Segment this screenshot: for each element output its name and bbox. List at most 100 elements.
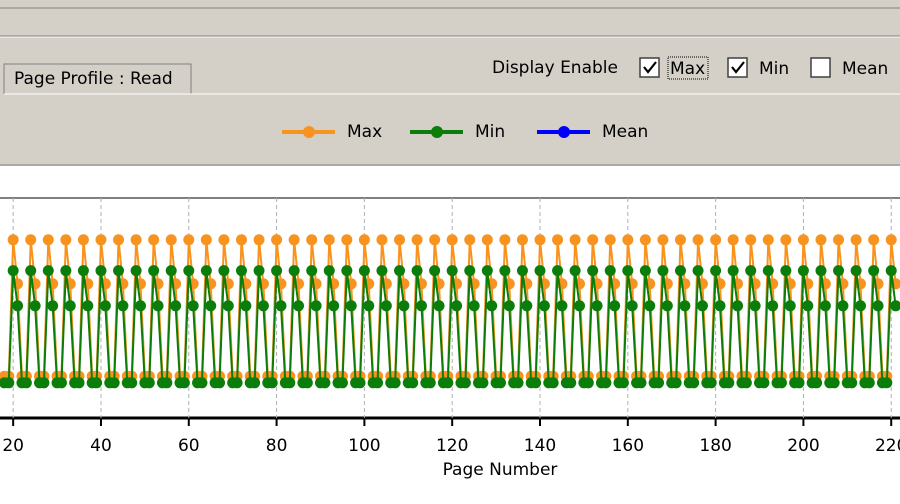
data-point	[868, 234, 880, 246]
data-point	[7, 234, 19, 246]
data-point	[323, 234, 335, 246]
data-point	[310, 300, 322, 312]
data-point	[657, 265, 669, 277]
data-point	[113, 234, 125, 246]
data-point	[464, 265, 476, 277]
data-point	[394, 234, 406, 246]
data-point	[398, 300, 410, 312]
data-point	[161, 377, 173, 389]
tab[interactable]	[3, 63, 192, 94]
data-point	[512, 377, 524, 389]
checkmark	[643, 61, 657, 74]
data-point	[218, 234, 230, 246]
data-point	[868, 265, 880, 277]
data-point	[758, 377, 770, 389]
data-point	[547, 377, 559, 389]
data-point	[710, 265, 722, 277]
data-point	[358, 234, 370, 246]
data-point	[323, 265, 335, 277]
data-point	[587, 265, 599, 277]
data-point	[481, 234, 493, 246]
data-point	[218, 265, 230, 277]
data-point	[91, 377, 103, 389]
series-line	[4, 270, 897, 384]
data-point	[165, 234, 177, 246]
data-point	[148, 265, 160, 277]
checkbox-label[interactable]: Max	[670, 59, 705, 79]
data-point	[692, 234, 704, 246]
data-point	[499, 265, 511, 277]
data-point	[407, 377, 419, 389]
data-point	[354, 377, 366, 389]
data-point	[530, 377, 542, 389]
data-point	[745, 234, 757, 246]
data-point	[60, 234, 72, 246]
data-point	[429, 234, 441, 246]
data-point	[705, 377, 717, 389]
data-point	[380, 300, 392, 312]
data-point	[363, 300, 375, 312]
data-point	[653, 377, 665, 389]
data-point	[306, 265, 318, 277]
data-point	[745, 265, 757, 277]
data-point	[284, 377, 296, 389]
data-point	[126, 377, 138, 389]
data-point	[358, 265, 370, 277]
data-point	[293, 300, 305, 312]
data-point	[130, 234, 142, 246]
data-point	[433, 300, 445, 312]
legend-marker	[431, 126, 443, 138]
checkbox[interactable]	[639, 57, 660, 78]
data-point	[222, 300, 234, 312]
data-point	[679, 300, 691, 312]
data-point	[148, 234, 160, 246]
data-point	[328, 300, 340, 312]
x-tick-label: 180	[699, 436, 731, 456]
data-point	[833, 265, 845, 277]
data-point	[25, 265, 37, 277]
data-point	[73, 377, 85, 389]
data-point	[622, 234, 634, 246]
checkbox[interactable]	[727, 57, 748, 78]
checkbox-label[interactable]: Min	[759, 59, 789, 79]
data-point	[604, 234, 616, 246]
data-point	[538, 300, 550, 312]
data-point	[376, 265, 388, 277]
data-point	[802, 300, 814, 312]
x-tick-label: 80	[266, 436, 288, 456]
checkbox-label[interactable]: Mean	[842, 59, 888, 79]
tab-label[interactable]: Page Profile : Read	[14, 69, 173, 89]
data-point	[394, 265, 406, 277]
data-point	[253, 234, 265, 246]
data-point	[569, 265, 581, 277]
focus-rect	[667, 56, 709, 80]
data-point	[569, 234, 581, 246]
data-point	[850, 234, 862, 246]
data-point	[99, 300, 111, 312]
data-point	[42, 265, 54, 277]
data-point	[565, 377, 577, 389]
data-point	[481, 265, 493, 277]
data-point	[674, 265, 686, 277]
data-point	[591, 300, 603, 312]
checkbox[interactable]	[810, 57, 831, 78]
data-point	[885, 234, 897, 246]
data-point	[617, 377, 629, 389]
data-point	[117, 300, 129, 312]
data-point	[152, 300, 164, 312]
data-point	[696, 300, 708, 312]
data-point	[415, 300, 427, 312]
data-point	[833, 234, 845, 246]
data-point	[20, 377, 32, 389]
data-point	[336, 377, 348, 389]
data-point	[749, 300, 761, 312]
data-point	[797, 265, 809, 277]
data-point	[47, 300, 59, 312]
data-point	[494, 377, 506, 389]
data-point	[442, 377, 454, 389]
data-point	[341, 234, 353, 246]
data-point	[688, 377, 700, 389]
data-point	[451, 300, 463, 312]
data-point	[178, 377, 190, 389]
data-point	[77, 265, 89, 277]
